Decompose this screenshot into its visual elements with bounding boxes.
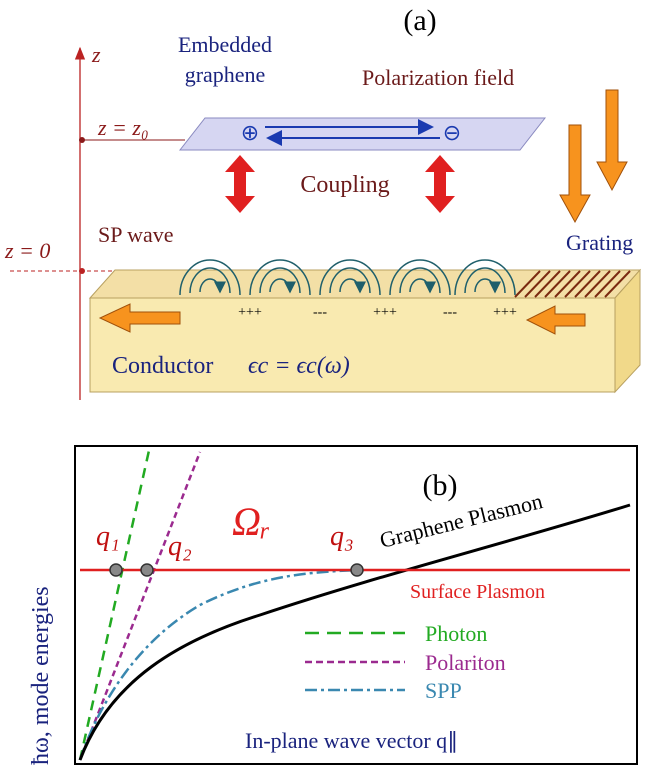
coupling-arrow (425, 155, 455, 213)
surface-charge: +++ (238, 305, 262, 320)
legend-label: Photon (425, 621, 487, 646)
surface-charge: +++ (493, 305, 517, 320)
surface-plasmon-label: Surface Plasmon (410, 581, 545, 603)
panel-label: (a) (403, 4, 436, 37)
coupling-arrow (225, 155, 255, 213)
z0-label: z = z₀ (97, 115, 149, 140)
graphene-plasmon-label: Graphene Plasmon (377, 488, 545, 553)
conductor-label: Conductor (112, 353, 213, 379)
z-axis-label: z (91, 42, 101, 67)
graphene-label-box: Embedded graphene (160, 30, 360, 100)
page: {"panel_a": { "label": "(a)", "z_axis": … (0, 0, 661, 776)
panel-label: (b) (423, 469, 458, 502)
graphene-label: Embedded graphene (160, 30, 290, 90)
polarization-label: Polarization field (362, 65, 514, 90)
permittivity-label: ϵc = ϵc(ω) (248, 353, 350, 379)
polariton-curve (80, 452, 200, 760)
down-arrow (560, 125, 590, 222)
photon-curve (80, 446, 150, 760)
plus-charge: ⊕ (241, 120, 259, 145)
q-label: q₁ (96, 521, 120, 552)
crossing (351, 564, 363, 576)
coupling-label: Coupling (300, 172, 389, 198)
crossing (110, 564, 122, 576)
surface-charge: --- (313, 305, 327, 320)
q-label: q₂ (168, 531, 192, 562)
y-axis-label: ħω, mode energies (28, 586, 54, 765)
legend: Photon Polariton SPP (305, 621, 506, 703)
plot-frame (75, 446, 637, 764)
graphene-sheet (180, 118, 545, 150)
panel-a: (a) z z = z₀ z = 0 Embedded graphene Pol… (4, 4, 640, 400)
down-arrow (597, 90, 627, 190)
minus-charge: ⊖ (443, 120, 461, 145)
z0-dot (79, 137, 85, 143)
figure: (a) z z = z₀ z = 0 Embedded graphene Pol… (0, 0, 661, 776)
rabi-label: Ωᵣ (232, 499, 271, 544)
grating-label: Grating (566, 230, 633, 255)
panel-b: (b) ħω, mode energies In-plane wave vect… (28, 446, 637, 765)
legend-label: SPP (425, 678, 462, 703)
q-label: q₃ (330, 521, 354, 552)
legend-label: Polariton (425, 650, 506, 675)
polarization-arrows (560, 90, 627, 222)
surface-charge: +++ (373, 305, 397, 320)
sp-wave-label: SP wave (98, 222, 174, 247)
z-surface-label: z = 0 (4, 238, 50, 263)
x-axis-label: In-plane wave vector q∥ (245, 728, 458, 753)
crossing (141, 564, 153, 576)
surface-charge: --- (443, 305, 457, 320)
z-surface-dot (79, 268, 85, 274)
